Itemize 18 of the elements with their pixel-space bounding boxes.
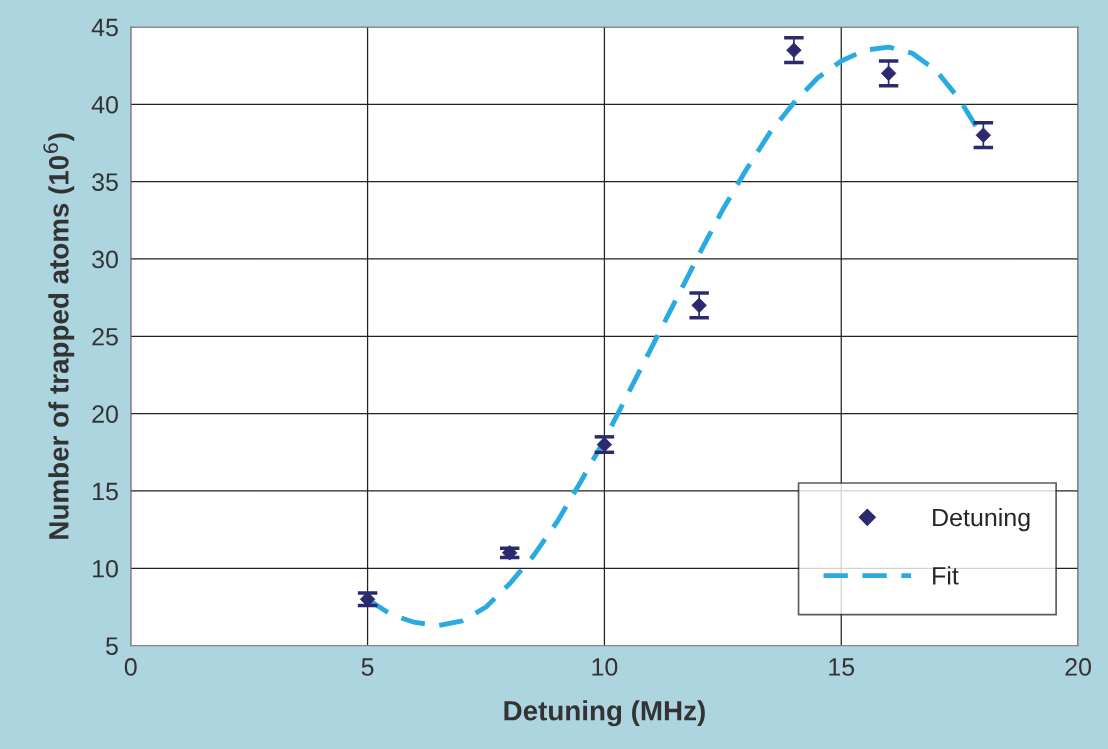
y-tick-label: 30 bbox=[92, 250, 118, 269]
x-tick-label: 15 bbox=[829, 658, 855, 676]
x-tick-label: 5 bbox=[361, 658, 374, 676]
x-tick-label: 0 bbox=[124, 658, 137, 676]
y-tick-label: 20 bbox=[92, 405, 118, 423]
y-tick-label: 35 bbox=[92, 173, 118, 191]
x-tick-label: 10 bbox=[592, 658, 618, 676]
legend-label: Fit bbox=[933, 566, 959, 585]
y-tick-label: 5 bbox=[106, 637, 118, 655]
y-tick-label: 15 bbox=[93, 482, 118, 501]
y-tick-label: 25 bbox=[92, 327, 118, 346]
y-axis-title: Number of trapped atoms (10$^{6}$) bbox=[43, 133, 75, 539]
y-tick-label: 10 bbox=[93, 559, 118, 578]
y-tick-label: 40 bbox=[91, 95, 118, 114]
y-tick-label: 45 bbox=[91, 18, 118, 37]
legend-label: Detuning bbox=[933, 507, 1030, 532]
x-axis-title: Detuning (MHz) bbox=[504, 700, 705, 727]
x-tick-label: 20 bbox=[1065, 658, 1092, 676]
